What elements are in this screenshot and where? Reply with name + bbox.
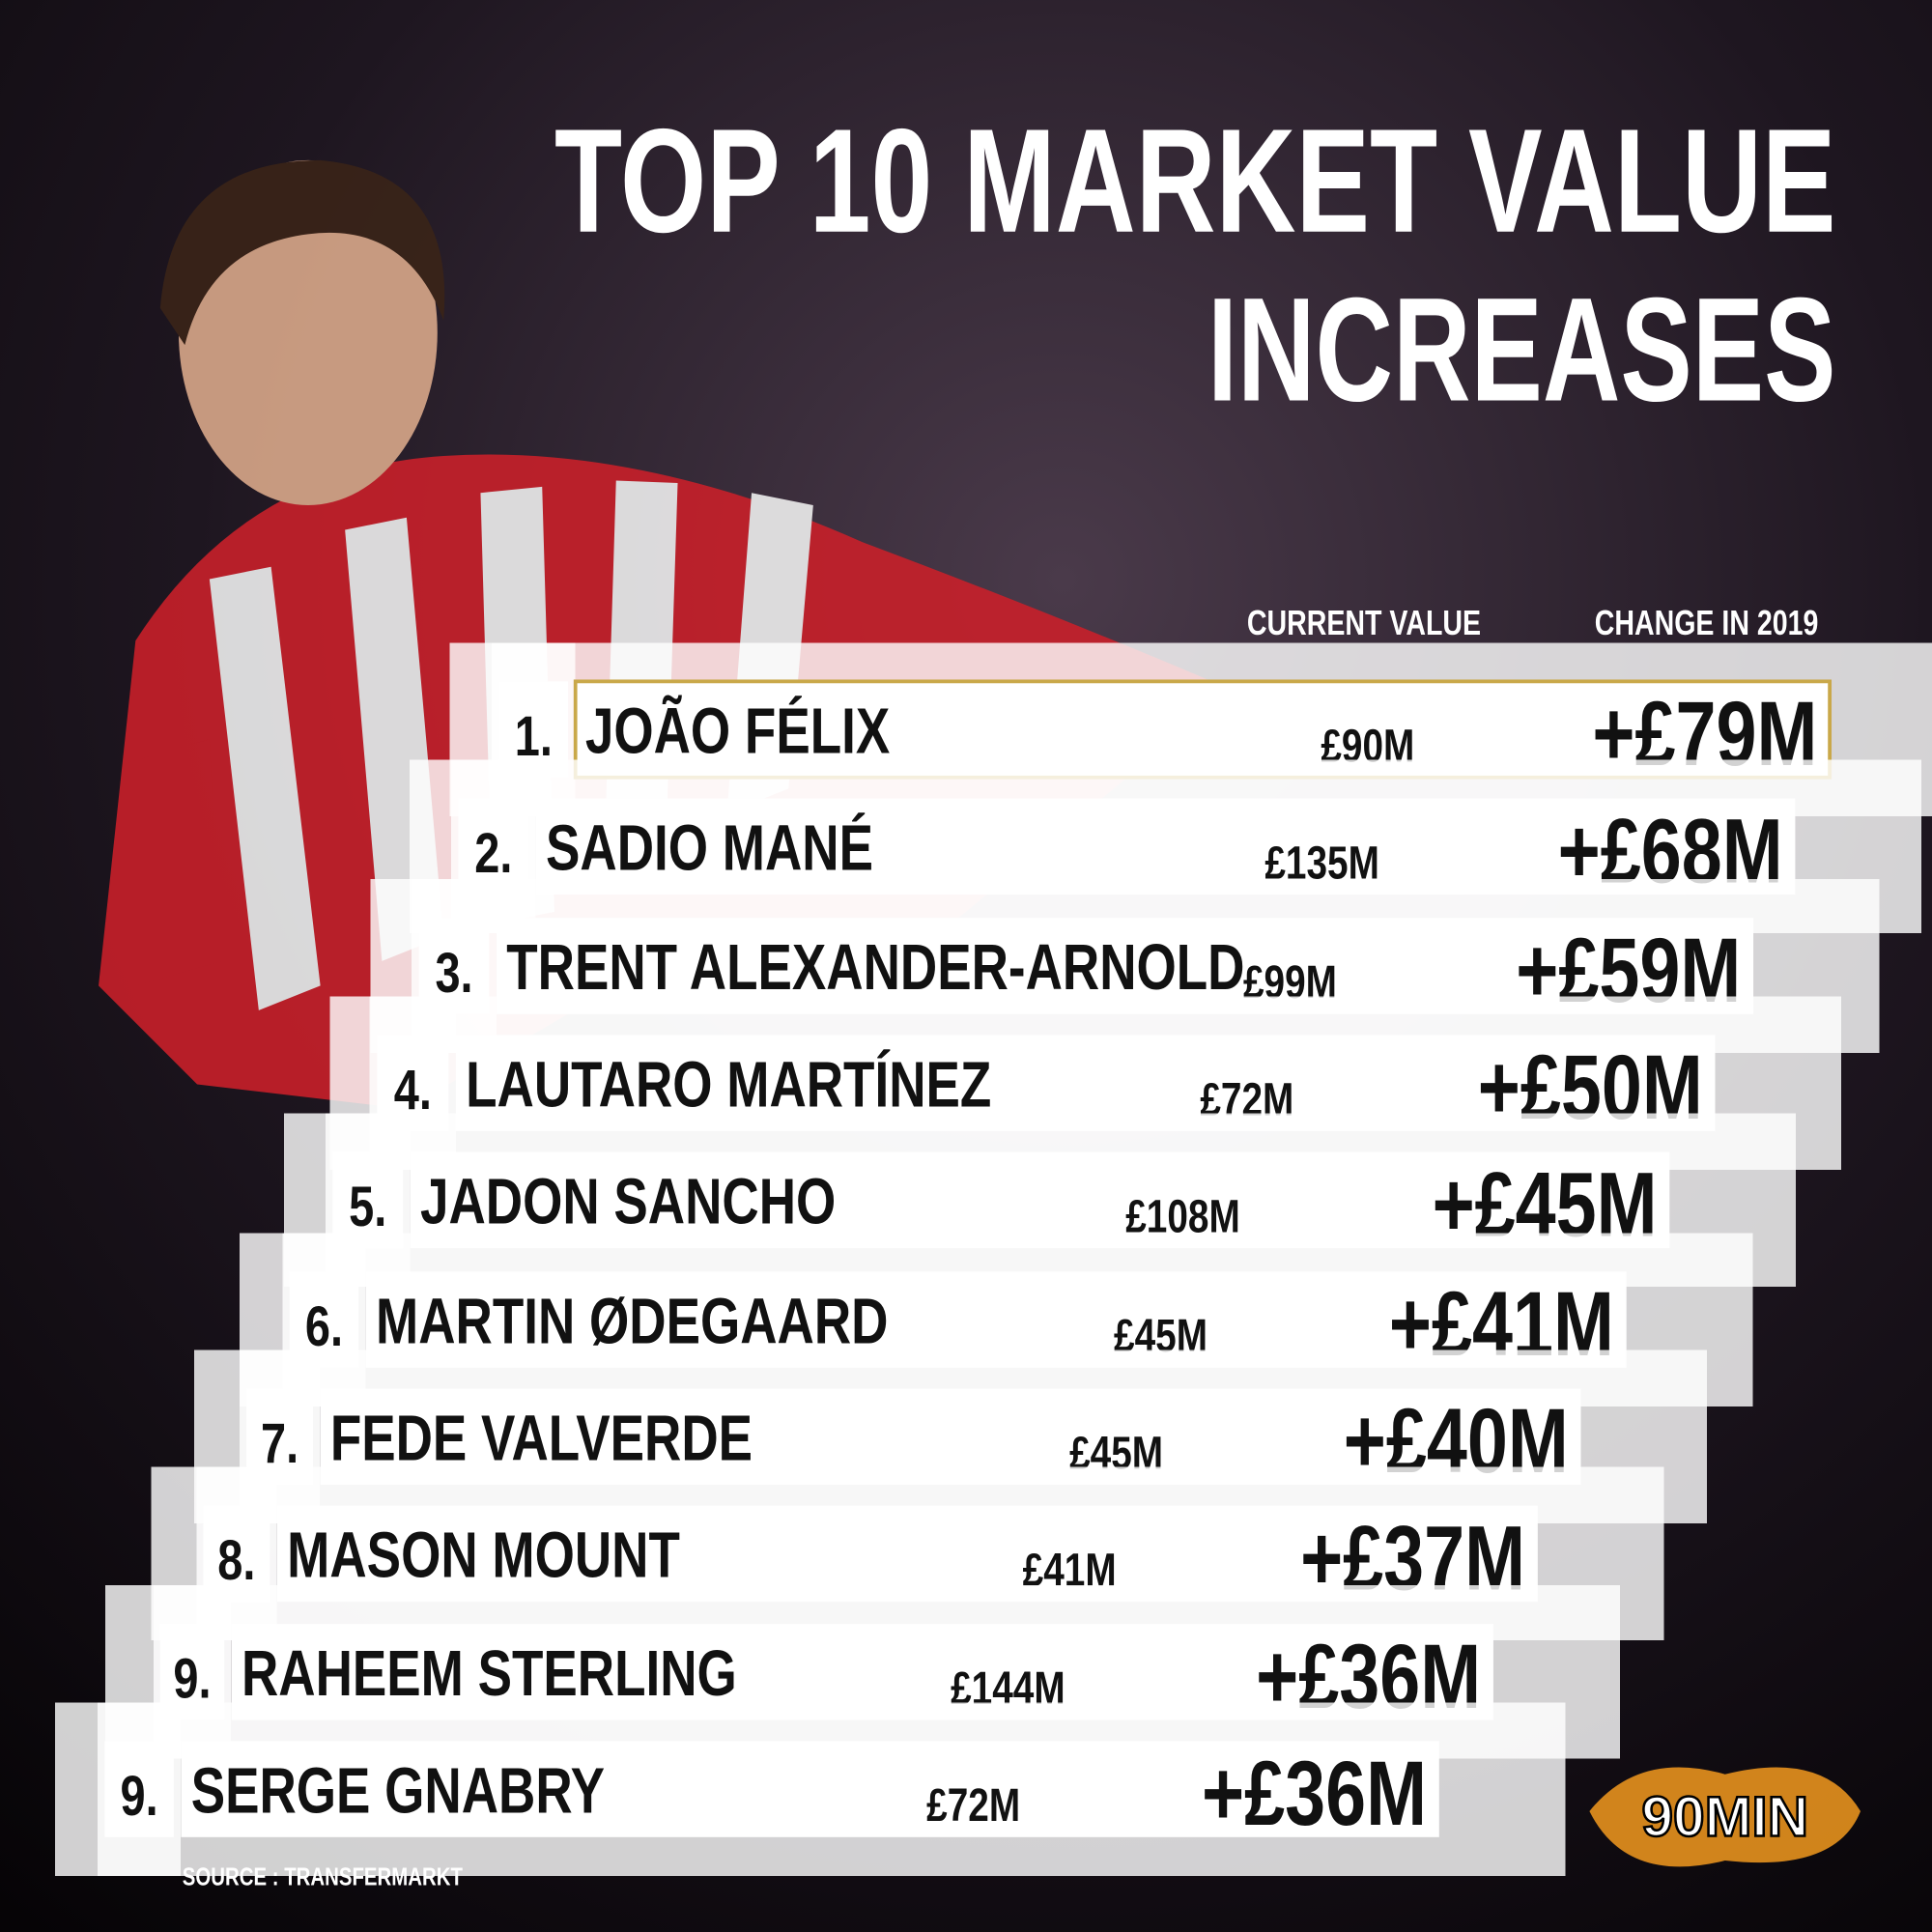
player-name: FEDE VALVERDE	[330, 1403, 753, 1474]
column-header: CHANGE IN 2019	[1595, 604, 1819, 642]
value-change: +£68M	[1558, 801, 1783, 902]
rank-box	[246, 1388, 313, 1485]
player-name: JOÃO FÉLIX	[585, 696, 890, 767]
rank: 5.	[349, 1176, 386, 1238]
value-change: +£37M	[1300, 1508, 1525, 1609]
ranking-row: 3. TRENT ALEXANDER-ARNOLD£99M +£59M	[418, 918, 1754, 1022]
rank: 4.	[394, 1059, 432, 1122]
rank: 3.	[435, 942, 472, 1005]
ranking-row: 2. SADIO MANÉ £135M +£68M	[458, 798, 1796, 902]
rank: 6.	[305, 1295, 343, 1358]
rank: 9.	[173, 1648, 211, 1711]
rank-box	[498, 681, 569, 778]
current-value: £72M	[1200, 1073, 1293, 1125]
value-change: +£79M	[1592, 684, 1817, 785]
rank: 7.	[261, 1412, 298, 1475]
ranking-row: 1. JOÃO FÉLIX £90M +£79M	[498, 679, 1833, 785]
name-box	[455, 1035, 1716, 1131]
value-change: +£59M	[1516, 921, 1741, 1022]
current-value: £45M	[1114, 1310, 1208, 1362]
name-box	[365, 1271, 1627, 1368]
value-change: +£40M	[1344, 1391, 1569, 1492]
rank-box	[289, 1271, 359, 1368]
current-value: £144M	[951, 1662, 1065, 1715]
name-box	[535, 798, 1796, 895]
current-value: £41M	[1023, 1545, 1117, 1597]
name-box	[497, 918, 1754, 1014]
ranking-row: 4. LAUTARO MARTÍNEZ £72M +£50M	[377, 1035, 1716, 1139]
logo-text: 90MIN	[1641, 1786, 1808, 1849]
ranking-row: 8. MASON MOUNT £41M +£37M	[203, 1505, 1538, 1609]
rank: 9.	[121, 1765, 158, 1828]
column-header: CURRENT VALUE	[1247, 604, 1481, 642]
player-name: MARTIN ØDEGAARD	[376, 1286, 888, 1357]
player-name: RAHEEM STERLING	[242, 1637, 737, 1709]
name-box	[181, 1741, 1439, 1837]
rank-box	[458, 798, 529, 895]
value-change: +£45M	[1433, 1154, 1658, 1256]
value-change: +£36M	[1202, 1744, 1427, 1845]
source-note: SOURCE : TRANSFERMARKT	[183, 1862, 463, 1890]
name-box	[410, 1151, 1670, 1249]
rank-box	[418, 918, 490, 1014]
player-name: SERGE GNABRY	[191, 1755, 605, 1827]
player-name: LAUTARO MARTÍNEZ	[466, 1049, 991, 1121]
ranking-row: 6. MARTIN ØDEGAARD £45M +£41M	[289, 1271, 1627, 1376]
rank-box	[104, 1741, 174, 1837]
ranking-row: 5. JADON SANCHO £108M +£45M	[332, 1151, 1670, 1256]
value-change: +£50M	[1478, 1037, 1703, 1139]
rank-box	[159, 1624, 225, 1720]
current-value: £108M	[1125, 1190, 1240, 1242]
name-box	[231, 1624, 1493, 1720]
name-box	[573, 679, 1833, 780]
value-change: +£36M	[1256, 1627, 1481, 1728]
title-line: INCREASES	[1208, 268, 1836, 433]
rank-box	[377, 1035, 449, 1131]
ranking-list: 1. JOÃO FÉLIX £90M +£79M 2. SADIO MANÉ £135M +£…	[104, 679, 1833, 1845]
rank-box	[332, 1151, 404, 1249]
title-line: TOP 10 MARKET VALUE	[554, 99, 1836, 264]
logo: 90MIN	[1589, 1767, 1861, 1867]
player-name: MASON MOUNT	[287, 1520, 680, 1591]
rank: 1.	[515, 705, 553, 768]
player-name: TRENT ALEXANDER-ARNOLD	[506, 932, 1244, 1004]
ranking-row: 7. FEDE VALVERDE £45M +£40M	[246, 1388, 1581, 1492]
current-value: £135M	[1264, 837, 1379, 889]
rank: 8.	[217, 1529, 255, 1592]
player-name: SADIO MANÉ	[546, 812, 873, 884]
name-box	[276, 1505, 1538, 1603]
ranking-row: 9. SERGE GNABRY £72M +£36M	[104, 1741, 1439, 1845]
rank: 2.	[474, 822, 512, 885]
current-value: £90M	[1321, 720, 1414, 772]
name-box	[320, 1388, 1581, 1485]
ranking-row: 9. RAHEEM STERLING £144M +£36M	[159, 1624, 1493, 1728]
current-value: £45M	[1069, 1427, 1163, 1479]
rank-box	[203, 1505, 270, 1603]
player-name: JADON SANCHO	[420, 1166, 836, 1237]
current-value: £99M	[1243, 956, 1337, 1009]
current-value: £72M	[926, 1779, 1020, 1832]
value-change: +£41M	[1389, 1274, 1614, 1376]
